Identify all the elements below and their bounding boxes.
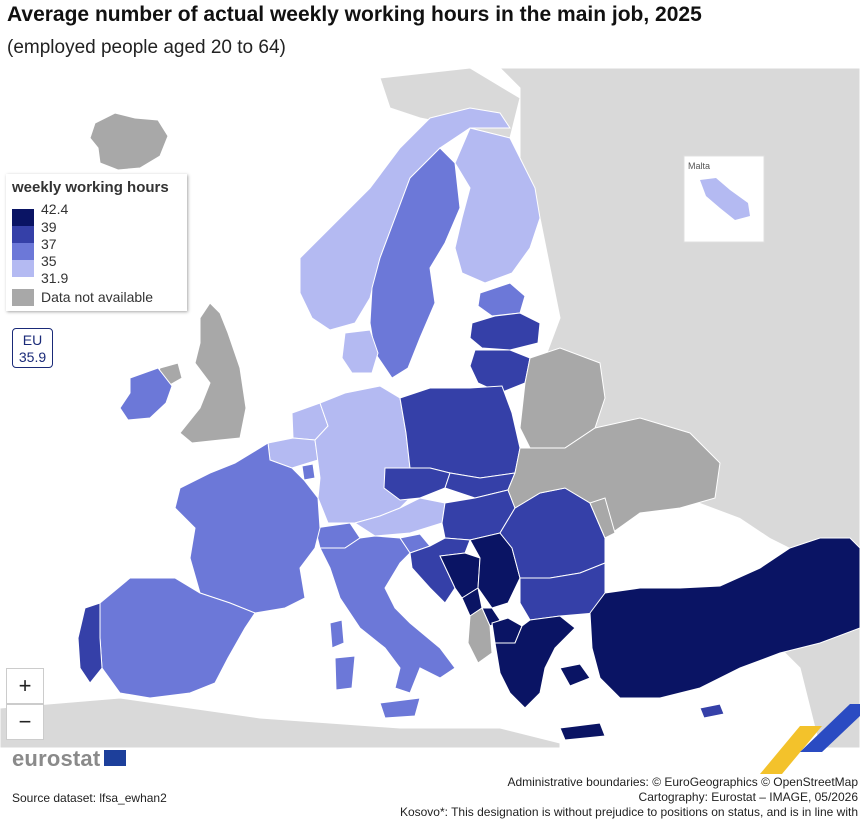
legend-break-3: 37 (41, 236, 57, 252)
legend-swatch-class-4 (12, 260, 34, 277)
eurostat-logo: eurostat (12, 746, 101, 771)
footer-credits: Administrative boundaries: © EuroGeograp… (400, 775, 858, 820)
legend-swatch-class-2 (12, 226, 34, 243)
legend-title: weekly working hours (12, 179, 169, 196)
choropleth-map[interactable]: Malta (0, 68, 860, 748)
region-moldova[interactable] (589, 497, 616, 539)
region-italy[interactable] (319, 535, 456, 694)
map-title: Average number of actual weekly working … (7, 3, 702, 26)
region-italy[interactable] (334, 655, 356, 691)
boundaries-credit: Administrative boundaries: © EuroGeograp… (507, 775, 858, 789)
zoom-out-button[interactable]: − (6, 704, 44, 740)
kosovo-note: Kosovo*: This designation is without pre… (399, 805, 858, 819)
eu-average-badge: EU 35.9 (12, 328, 53, 368)
region-belarus[interactable] (519, 347, 606, 449)
region-t-rkiye[interactable] (589, 537, 860, 699)
background-land-africa (0, 697, 561, 748)
eu-label: EU (22, 332, 43, 348)
legend-break-4: 35 (41, 253, 57, 269)
region-united-kingdom[interactable] (179, 302, 247, 444)
region-ukraine[interactable] (507, 417, 721, 539)
region-czechia[interactable] (383, 467, 451, 501)
malta-island[interactable] (700, 178, 750, 220)
legend-swatch-class-3 (12, 243, 34, 260)
cartography-credit: Cartography: Eurostat – IMAGE, 05/2026 (638, 790, 858, 804)
source-dataset: Source dataset: lfsa_ewhan2 (12, 791, 167, 805)
map-subtitle: (employed people aged 20 to 64) (7, 37, 286, 58)
region-finland[interactable] (454, 127, 541, 284)
region-greece[interactable] (494, 615, 576, 709)
region-latvia[interactable] (469, 312, 541, 351)
legend-break-2: 39 (41, 219, 57, 235)
region-france[interactable] (174, 442, 321, 614)
region-cyprus[interactable] (699, 703, 725, 719)
decorative-stripes-icon (760, 704, 860, 774)
region-italy[interactable] (379, 697, 421, 719)
region-poland[interactable] (399, 385, 521, 479)
legend-swatch-class-1 (12, 209, 34, 226)
region-lithuania[interactable] (469, 349, 531, 394)
region-albania[interactable] (467, 607, 493, 664)
region-estonia[interactable] (477, 282, 526, 317)
legend-na-label: Data not available (41, 289, 154, 305)
eu-value: 35.9 (18, 349, 47, 365)
legend-break-1: 42.4 (41, 201, 69, 217)
malta-inset: Malta (683, 155, 765, 243)
region-iceland[interactable] (89, 112, 169, 171)
region-ireland[interactable] (119, 367, 173, 421)
region-greece[interactable] (559, 663, 591, 687)
malta-inset-label: Malta (688, 161, 710, 171)
legend-break-5: 31.9 (41, 270, 69, 286)
region-portugal[interactable] (77, 602, 103, 684)
legend-swatch-na (12, 289, 34, 306)
eu-flag-icon (104, 750, 126, 766)
region-denmark[interactable] (341, 329, 379, 374)
region-spain[interactable] (99, 577, 256, 699)
region-greece[interactable] (559, 722, 606, 741)
region-luxembourg[interactable] (301, 463, 316, 481)
region-france[interactable] (329, 619, 345, 649)
map-legend: weekly working hours 42.4 39 37 35 31.9 … (6, 174, 187, 311)
zoom-in-button[interactable]: + (6, 668, 44, 704)
